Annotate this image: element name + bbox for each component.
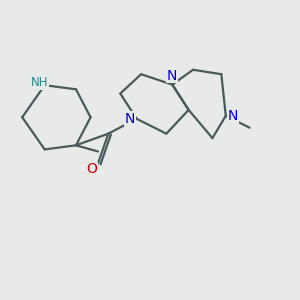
Text: N: N xyxy=(167,69,178,83)
Text: N: N xyxy=(228,109,238,123)
Text: NH: NH xyxy=(31,76,48,89)
Text: O: O xyxy=(87,162,98,176)
Text: N: N xyxy=(125,112,135,126)
